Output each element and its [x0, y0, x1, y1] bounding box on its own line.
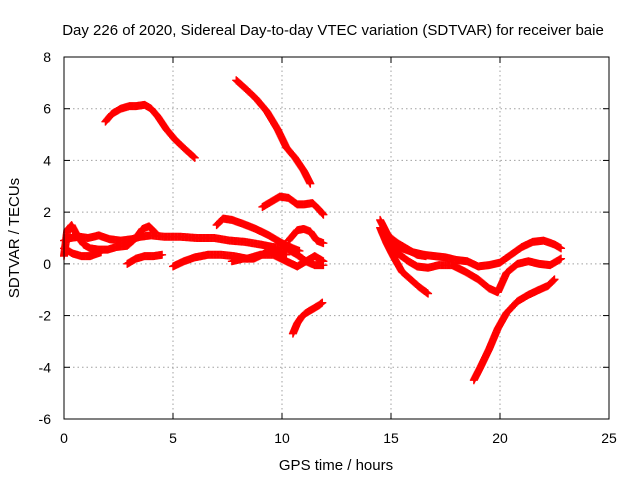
x-axis-label: GPS time / hours [279, 457, 393, 474]
data-point-marker [318, 298, 327, 307]
series-arc-9 [212, 214, 304, 255]
x-tick-label: 20 [492, 430, 508, 446]
data-point-marker [317, 209, 326, 218]
x-tick-label: 5 [169, 430, 177, 446]
data-point-marker [189, 152, 198, 161]
chart-title: Day 226 of 2020, Sidereal Day-to-day VTE… [62, 22, 604, 39]
data-point-marker [557, 254, 566, 263]
data-point-marker [319, 210, 328, 219]
data-point-marker [189, 153, 198, 162]
data-point-marker [557, 244, 566, 253]
plot-frame [63, 56, 610, 420]
x-tick-label: 25 [601, 430, 617, 446]
data-point-marker [149, 227, 158, 236]
series-arc-3 [258, 192, 328, 219]
y-axis-label: SDTVAR / TECUs [6, 178, 23, 298]
series-arc-10 [227, 246, 291, 266]
x-tick-label: 0 [60, 430, 68, 446]
data-point-marker [97, 248, 106, 257]
data-point-marker [424, 289, 433, 298]
y-tick-label: -4 [39, 359, 52, 375]
y-tick-label: 2 [43, 204, 51, 220]
data-series [60, 76, 566, 385]
series-arc-17 [469, 275, 559, 385]
data-point-marker [549, 276, 558, 285]
y-tick-label: 6 [43, 101, 51, 117]
series-arc-11 [284, 224, 328, 248]
y-tick-label: 4 [43, 152, 51, 168]
data-point-marker [548, 276, 557, 285]
series-arc-15 [387, 244, 566, 297]
series-arc-16 [378, 228, 430, 261]
data-point-marker [151, 228, 160, 237]
data-point-marker [318, 209, 327, 218]
y-tick-label: -2 [39, 308, 52, 324]
y-tick-label: 0 [43, 256, 51, 272]
x-tick-label: 15 [383, 430, 399, 446]
data-point-marker [319, 257, 328, 266]
series-arc-7 [123, 250, 167, 268]
data-point-marker [421, 252, 430, 261]
data-point-marker [150, 228, 159, 237]
axis-ticks: 0 5 10 15 20 25 -6 -4 -2 0 2 4 6 8 [39, 49, 617, 446]
data-point-marker [190, 153, 199, 162]
data-point-marker [282, 250, 291, 259]
series-arc-5 [60, 221, 160, 261]
y-tick-label: -6 [39, 411, 52, 427]
data-point-marker [295, 246, 304, 255]
data-point-marker [319, 239, 328, 248]
series-arc-2 [232, 76, 315, 188]
x-tick-label: 10 [274, 430, 290, 446]
y-tick-label: 8 [43, 49, 51, 65]
data-point-marker [306, 179, 315, 188]
series-arc-12 [288, 298, 327, 338]
data-point-marker [550, 275, 559, 284]
series-arc-1 [101, 100, 199, 162]
data-point-marker [158, 250, 167, 259]
